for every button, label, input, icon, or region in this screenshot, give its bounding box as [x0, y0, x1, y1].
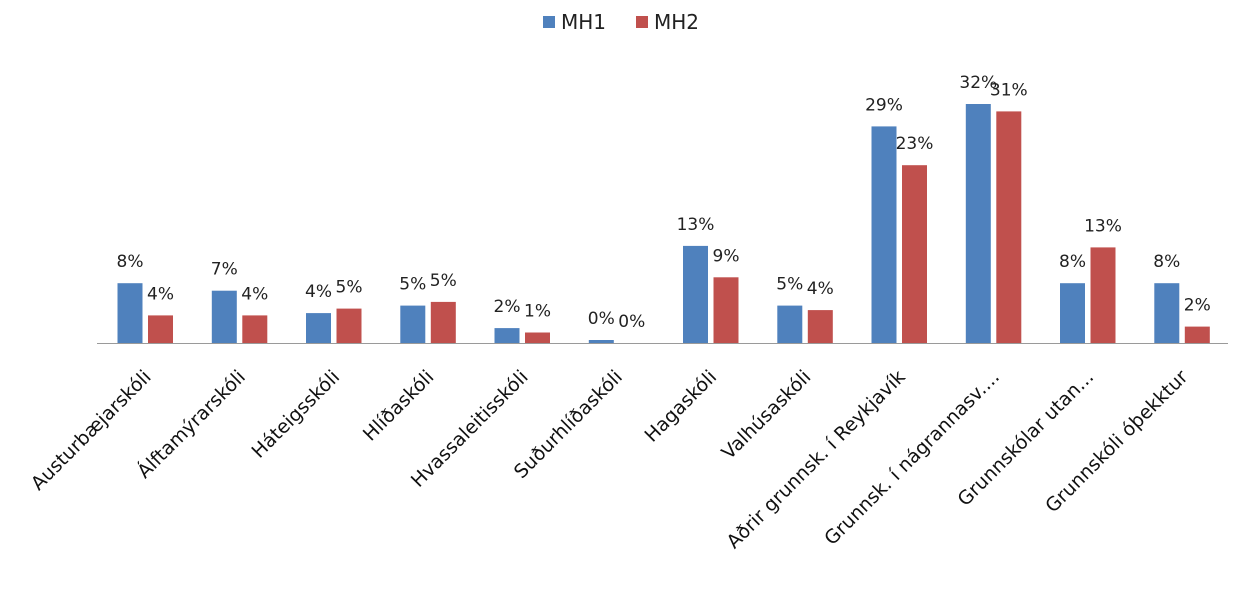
legend-label-mh1: MH1: [561, 10, 606, 34]
bar-mh1-grunnsk-i-nagrannasv: [965, 104, 991, 343]
data-label-mh2-hagaskoli: 9%: [713, 246, 740, 266]
data-label-mh1-a-rir-grunnsk-i-reykjavik: 29%: [865, 95, 903, 115]
data-label-mh1-su-urhli-askoli: 0%: [588, 309, 615, 329]
data-label-mh2-alftamyrarskoli: 4%: [241, 284, 268, 304]
data-label-mh1-grunnsk-i-nagrannasv: 32%: [959, 73, 997, 93]
bar-mh2-alftamyrarskoli: [242, 315, 268, 343]
data-label-mh2-austurb-jarskoli: 4%: [147, 284, 174, 304]
bar-mh1-su-urhli-askoli: [588, 340, 614, 343]
legend-swatch-mh1: [543, 16, 555, 28]
bar-mh1-a-rir-grunnsk-i-reykjavik: [871, 126, 897, 344]
data-label-mh2-grunnskoli-o-ekktur: 2%: [1184, 296, 1211, 316]
data-label-mh2-a-rir-grunnsk-i-reykjavik: 23%: [896, 134, 934, 154]
x-tick-labels-group: AusturbæjarskóliÁlftamýrarskóliHáteigssk…: [27, 365, 1193, 553]
data-label-mh1-hvassaleitisskoli: 2%: [494, 297, 521, 317]
bar-mh2-hvassaleitisskoli: [525, 332, 550, 343]
legend-label-mh2: MH2: [654, 10, 699, 34]
data-label-mh2-su-urhli-askoli: 0%: [618, 312, 645, 332]
bar-mh1-hvassaleitisskoli: [494, 328, 520, 343]
bar-mh2-grunnskolar-utan: [1090, 247, 1116, 343]
bar-mh2-grunnsk-i-nagrannasv: [996, 111, 1022, 344]
x-tick-label-hli-askoli: Hlíðaskóli: [359, 366, 439, 446]
x-tick-label-hateigsskoli: Háteigsskóli: [247, 366, 344, 463]
x-tick-label-valhusaskoli: Valhúsaskóli: [718, 366, 816, 464]
data-label-mh1-alftamyrarskoli: 7%: [211, 260, 238, 280]
data-label-mh1-hateigsskoli: 4%: [305, 282, 332, 302]
data-label-mh1-austurb-jarskoli: 8%: [117, 252, 144, 272]
data-label-mh2-valhusaskoli: 4%: [807, 279, 834, 299]
legend: MH1 MH2: [543, 10, 699, 34]
legend-item-mh1: MH1: [543, 10, 606, 34]
x-tick-label-hagaskoli: Hagaskóli: [640, 366, 721, 447]
data-labels-group: 8%4%7%4% 4% 5% 5% 5%2% 1% 0% 0%13%9%5% 4%29%23%3…: [117, 73, 1211, 332]
bar-mh2-hli-askoli: [430, 301, 456, 343]
bars-group: [117, 104, 1210, 344]
bar-mh1-grunnskolar-utan: [1060, 283, 1085, 343]
data-label-mh1-hagaskoli: 13%: [677, 215, 715, 235]
bar-mh1-valhusaskoli: [777, 305, 803, 343]
legend-item-mh2: MH2: [636, 10, 699, 34]
data-label-mh1-grunnskoli-o-ekktur: 8%: [1153, 252, 1180, 272]
bar-mh1-hli-askoli: [400, 305, 426, 343]
bar-mh1-austurb-jarskoli: [117, 283, 143, 343]
data-label-mh1-grunnskolar-utan: 8%: [1059, 252, 1086, 272]
data-label-mh2-hateigsskoli: 5%: [336, 278, 363, 298]
bar-mh2-valhusaskoli: [807, 310, 833, 343]
bar-mh1-hateigsskoli: [306, 313, 331, 343]
bar-mh2-hagaskoli: [713, 277, 739, 343]
bar-mh2-a-rir-grunnsk-i-reykjavik: [902, 165, 927, 343]
bar-mh1-hagaskoli: [683, 245, 708, 343]
x-tick-label-austurb-jarskoli: Austurbæjarskóli: [27, 366, 156, 495]
bar-mh2-austurb-jarskoli: [148, 315, 173, 343]
data-label-mh1-hli-askoli: 5%: [399, 275, 426, 295]
legend-swatch-mh2: [636, 16, 648, 28]
data-label-mh2-hli-askoli: 5%: [430, 271, 457, 291]
bar-mh2-hateigsskoli: [336, 308, 362, 343]
bar-mh2-grunnskoli-o-ekktur: [1184, 326, 1210, 343]
data-label-mh2-hvassaleitisskoli: 1%: [524, 302, 551, 322]
x-tick-label-a-rir-grunnsk-i-reykjavik: Aðrir grunnsk. í Reykjavík: [723, 366, 910, 553]
x-tick-label-grunnsk-i-nagrannasv: Grunnsk. í nágrannasv....: [820, 366, 1004, 550]
data-label-mh2-grunnsk-i-nagrannasv: 31%: [990, 80, 1028, 100]
data-label-mh2-grunnskolar-utan: 13%: [1084, 216, 1122, 236]
bar-mh1-alftamyrarskoli: [211, 290, 237, 343]
bar-mh1-grunnskoli-o-ekktur: [1154, 283, 1180, 343]
data-label-mh1-valhusaskoli: 5%: [776, 275, 803, 295]
